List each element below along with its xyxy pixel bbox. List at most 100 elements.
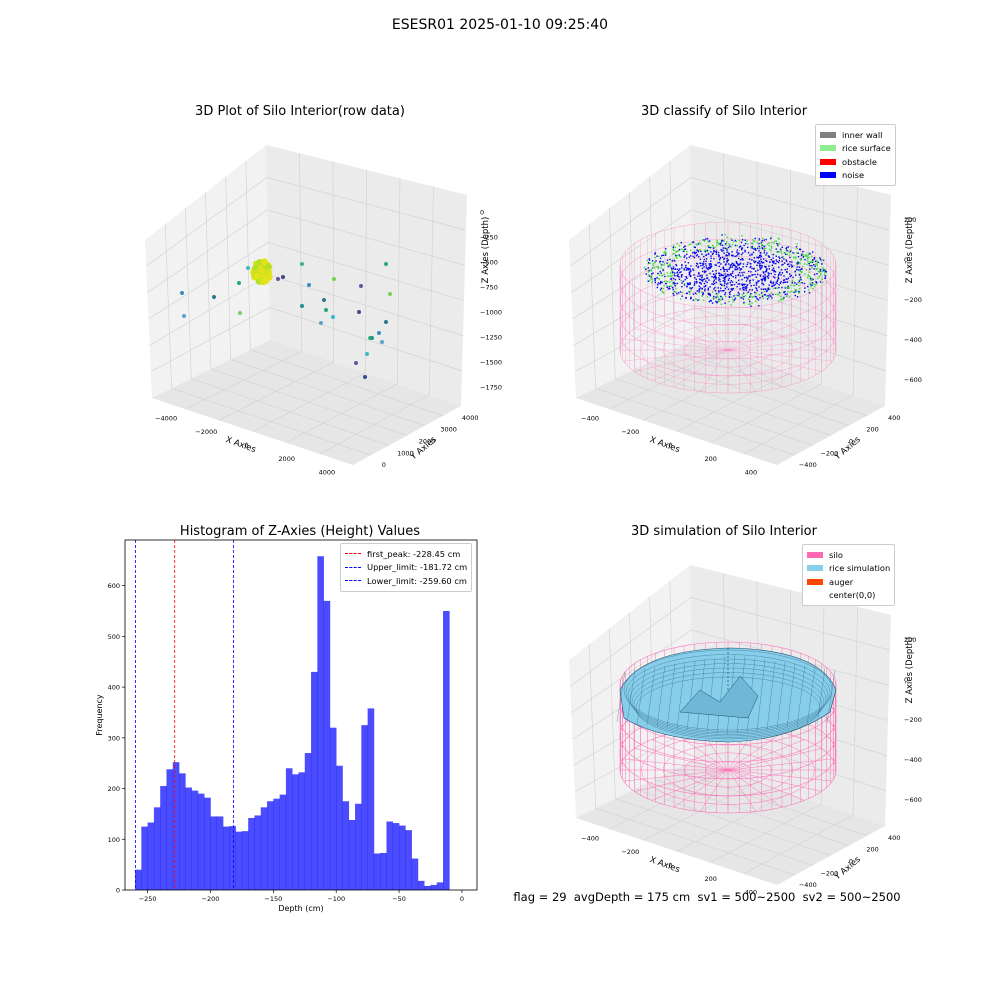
data-point <box>262 271 269 279</box>
data-point <box>667 281 669 283</box>
data-point <box>656 255 658 257</box>
data-point <box>742 263 745 265</box>
data-point <box>697 275 699 277</box>
data-point <box>811 259 814 261</box>
data-point <box>665 282 667 285</box>
data-point <box>735 240 738 243</box>
data-point <box>816 267 819 269</box>
silo-ring <box>619 675 837 763</box>
histogram-bar <box>147 822 155 890</box>
data-point <box>780 274 782 276</box>
data-point <box>759 252 762 254</box>
data-point <box>792 284 795 287</box>
data-point <box>654 252 657 254</box>
histogram-bar <box>223 826 230 890</box>
data-point <box>712 247 715 249</box>
data-point <box>717 295 719 297</box>
data-point <box>709 293 711 295</box>
data-point <box>723 268 725 271</box>
data-point <box>768 296 770 298</box>
data-point <box>718 272 720 274</box>
data-point <box>765 238 767 241</box>
data-point <box>704 288 706 290</box>
data-point <box>715 296 717 298</box>
data-point <box>734 268 736 270</box>
data-point <box>651 282 653 284</box>
y-tick-label: 0 <box>382 461 386 469</box>
data-point <box>673 282 675 284</box>
data-point <box>728 243 731 245</box>
data-point <box>805 269 808 271</box>
grid-line <box>723 573 727 772</box>
histogram-bar <box>229 826 236 890</box>
grid-line <box>676 372 790 432</box>
data-point <box>673 258 675 260</box>
data-point <box>684 261 686 263</box>
data-point <box>719 243 722 246</box>
data-point <box>777 250 779 253</box>
data-point <box>758 238 761 240</box>
data-point <box>767 287 770 289</box>
silo-floor-ring <box>641 315 815 385</box>
data-point <box>802 256 804 259</box>
data-point <box>738 264 741 266</box>
silo-floor-line <box>727 732 783 771</box>
data-point <box>701 288 703 290</box>
data-point <box>254 259 262 267</box>
histogram-bar <box>298 772 306 890</box>
data-point <box>758 260 760 262</box>
x-axis-label: X Axies <box>224 435 257 455</box>
data-point <box>731 251 733 253</box>
data-point <box>716 240 718 242</box>
data-point <box>731 272 734 274</box>
grid-line <box>642 781 758 841</box>
classify-legend: inner wall rice surface obstacle noise <box>815 124 896 186</box>
data-point <box>824 277 826 279</box>
silo-floor-line <box>727 308 757 351</box>
data-point <box>661 275 663 277</box>
data-point <box>728 300 730 303</box>
data-point <box>685 297 687 299</box>
data-point <box>653 278 656 280</box>
data-point <box>697 243 700 245</box>
data-point <box>674 278 677 281</box>
data-point <box>808 252 811 254</box>
data-point <box>650 278 652 280</box>
data-point <box>825 270 827 273</box>
data-point <box>729 266 732 268</box>
data-point <box>701 295 703 297</box>
data-point <box>701 293 704 295</box>
data-point <box>712 297 714 299</box>
histogram-title: Histogram of Z-Axies (Height) Values <box>179 524 421 539</box>
data-point <box>703 249 706 252</box>
data-point <box>745 286 748 289</box>
data-point <box>755 276 758 278</box>
data-point <box>798 279 801 281</box>
data-point <box>722 290 724 292</box>
data-point <box>781 298 783 300</box>
data-point <box>753 267 755 270</box>
mesh-line <box>656 665 666 727</box>
data-point <box>715 278 717 280</box>
data-point <box>706 251 709 253</box>
histogram-bar <box>210 816 218 890</box>
data-point <box>182 314 186 318</box>
data-point <box>762 288 765 291</box>
data-point <box>736 249 739 251</box>
data-point <box>388 292 392 296</box>
histogram-bar <box>311 671 318 890</box>
data-point <box>658 261 661 263</box>
data-point <box>780 299 782 301</box>
data-point <box>752 279 754 281</box>
data-point <box>726 248 728 250</box>
data-point <box>663 280 666 283</box>
silo-ring <box>619 641 837 729</box>
data-point <box>742 283 744 285</box>
grid-line <box>572 662 889 740</box>
data-point <box>761 282 764 285</box>
data-point <box>663 251 665 254</box>
data-point <box>813 268 815 270</box>
z-tick-label: −1250 <box>480 334 502 342</box>
data-point <box>778 284 780 286</box>
data-point <box>716 242 718 244</box>
